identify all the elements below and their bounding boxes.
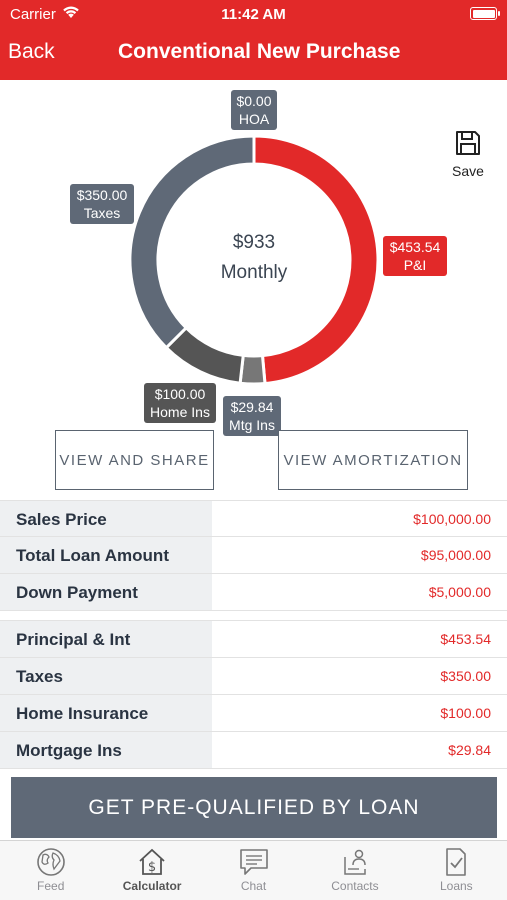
svg-text:$: $ [148, 860, 156, 875]
hoa-label: HOA [238, 111, 270, 127]
section-divider [0, 611, 507, 621]
row-label: Sales Price [0, 501, 212, 536]
table-row: Mortgage Ins $29.84 [0, 732, 507, 769]
floppy-disk-icon [456, 131, 480, 155]
slice-taxes [128, 134, 256, 350]
save-button[interactable]: Save [446, 130, 490, 179]
row-value: $5,000.00 [428, 584, 491, 600]
monthly-label: Monthly [220, 262, 288, 283]
house-dollar-icon: $ [139, 848, 165, 875]
row-value: $350.00 [440, 668, 491, 684]
row-value: $453.54 [440, 631, 491, 647]
clock: 11:42 AM [221, 6, 286, 23]
row-label: Total Loan Amount [0, 537, 212, 573]
tab-calculator[interactable]: $ Calculator [101, 841, 202, 900]
row-label: Principal & Int [0, 621, 212, 657]
table-row: Taxes $350.00 [0, 658, 507, 695]
wifi-icon [63, 6, 79, 18]
pi-label: P&I [403, 257, 427, 273]
table-row: Principal & Int $453.54 [0, 621, 507, 658]
monthly-amount: $933 [232, 232, 276, 253]
page-title: Conventional New Purchase [118, 40, 401, 63]
home-ins-label: Home Ins [150, 404, 210, 420]
tab-contacts[interactable]: Contacts [304, 841, 405, 900]
back-button[interactable]: Back [8, 40, 55, 63]
row-label: Home Insurance [0, 695, 212, 731]
tab-label: Feed [37, 879, 65, 893]
get-pre-qualified-button[interactable]: GET PRE-QUALIFIED BY LOAN [11, 777, 497, 838]
slice-p-i [252, 134, 380, 386]
globe-icon [36, 848, 65, 876]
row-value: $100.00 [440, 705, 491, 721]
home-ins-chip: $100.00 Home Ins [144, 383, 216, 423]
document-check-icon [446, 848, 467, 876]
hoa-chip: $0.00 HOA [231, 90, 277, 130]
tab-label: Loans [439, 879, 473, 893]
taxes-amount: $350.00 [76, 187, 128, 203]
mtg-ins-label: Mtg Ins [229, 417, 275, 433]
pi-amount: $453.54 [389, 239, 441, 255]
view-amortization-button[interactable]: VIEW AMORTIZATION [278, 430, 468, 490]
tab-loans[interactable]: Loans [406, 841, 507, 900]
hoa-amount: $0.00 [236, 93, 272, 109]
table-row: Home Insurance $100.00 [0, 695, 507, 732]
row-label: Down Payment [0, 574, 212, 610]
chat-bubble-icon [239, 849, 268, 875]
row-label: Taxes [0, 658, 212, 694]
tab-label: Chat [240, 879, 267, 893]
table-row: Down Payment $5,000.00 [0, 574, 507, 611]
view-and-share-button[interactable]: VIEW AND SHARE [55, 430, 214, 490]
row-value: $95,000.00 [420, 547, 491, 563]
taxes-chip: $350.00 Taxes [70, 184, 134, 224]
row-value: $100,000.00 [413, 511, 491, 527]
taxes-label: Taxes [83, 205, 121, 221]
tab-label: Calculator [122, 879, 182, 893]
header: Carrier 11:42 AM Back Conventional New P… [0, 0, 507, 80]
donut-chart [128, 134, 380, 386]
pi-chip: $453.54 P&I [383, 236, 447, 276]
row-value: $29.84 [448, 742, 491, 758]
battery-icon [470, 7, 500, 20]
payment-breakdown-chart: $933 Monthly $0.00 HOA $350.00 Taxes $45… [0, 80, 507, 500]
mtg-ins-amount: $29.84 [230, 399, 274, 415]
tab-chat[interactable]: Chat [203, 841, 304, 900]
loan-summary-table: Sales Price $100,000.00 Total Loan Amoun… [0, 500, 507, 769]
tab-feed[interactable]: Feed [0, 841, 101, 900]
save-label: Save [452, 163, 484, 179]
home-ins-amount: $100.00 [154, 386, 206, 402]
tab-bar: Feed $ Calculator Chat [0, 840, 507, 900]
carrier-name: Carrier [10, 6, 56, 23]
row-label: Mortgage Ins [0, 732, 212, 768]
contacts-icon [344, 849, 366, 875]
table-row: Sales Price $100,000.00 [0, 500, 507, 537]
status-bar: Carrier 11:42 AM [0, 0, 507, 28]
mtg-ins-chip: $29.84 Mtg Ins [223, 396, 281, 436]
tab-label: Contacts [331, 879, 379, 893]
table-row: Total Loan Amount $95,000.00 [0, 537, 507, 574]
